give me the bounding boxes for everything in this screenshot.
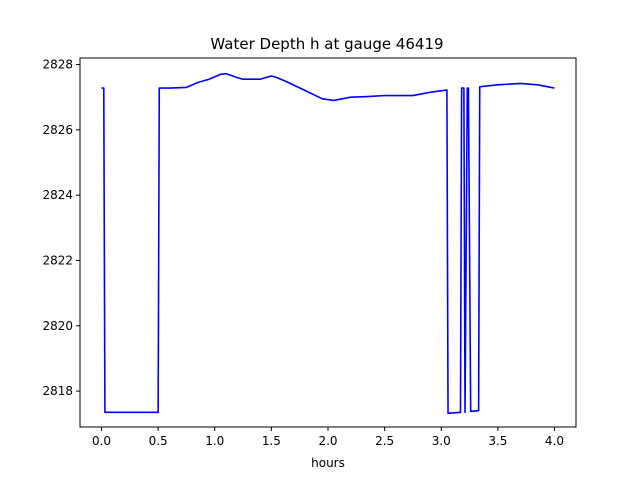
y-tick-label: 2818	[42, 384, 73, 398]
x-tick-label: 0.0	[92, 434, 111, 448]
x-tick-label: 3.0	[432, 434, 451, 448]
y-tick-label: 2820	[42, 319, 73, 333]
series-line	[101, 72, 555, 415]
y-tick-label: 2828	[42, 58, 73, 72]
y-tick-label: 2824	[42, 188, 73, 202]
x-tick-label: 1.0	[205, 434, 224, 448]
x-tick-label: 3.5	[488, 434, 507, 448]
x-tick-label: 1.5	[262, 434, 281, 448]
plot-layer	[101, 72, 555, 415]
y-tick-label: 2826	[42, 123, 73, 137]
x-tick-label: 0.5	[149, 434, 168, 448]
plot-frame	[79, 57, 577, 428]
x-tick-label: 2.0	[318, 434, 337, 448]
ticks-layer: 0.0 0.5 1.0 1.5 2.0 2.5 3.0 3.5 4.0 2818 2820 2822 2…	[42, 58, 564, 448]
y-tick-label: 2822	[42, 253, 73, 267]
chart-title: Water Depth h at gauge 46419	[210, 35, 443, 53]
x-axis-label: hours	[311, 456, 345, 470]
x-tick-label: 2.5	[375, 434, 394, 448]
x-tick-label: 4.0	[545, 434, 564, 448]
